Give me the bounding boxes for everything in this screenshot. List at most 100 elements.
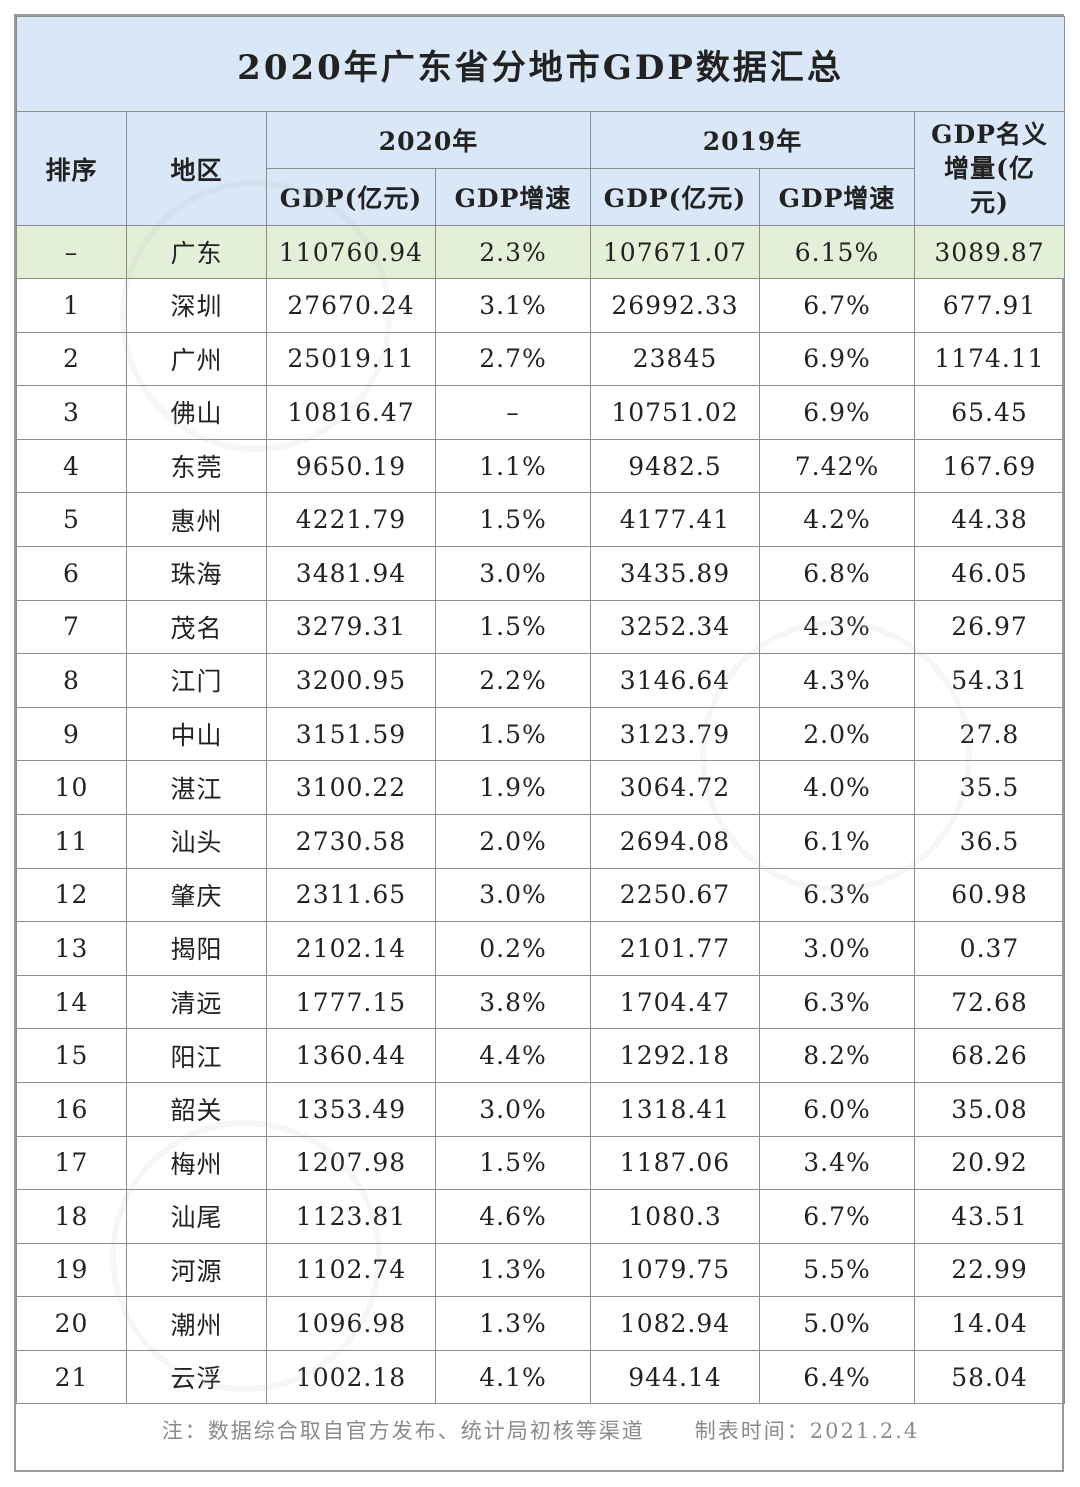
header-growth-2019: GDP增速 [759, 168, 915, 226]
header-region: 地区 [126, 111, 267, 226]
cell-gdp-2019: 1082.94 [590, 1296, 760, 1351]
cell-gdp-2019: 944.14 [590, 1349, 760, 1405]
cell-gdp-2020: 1207.98 [266, 1135, 436, 1191]
cell-rank: 11 [16, 813, 127, 869]
cell-increase: 65.45 [913, 385, 1066, 440]
cell-gdp-2020: 3279.31 [266, 599, 436, 655]
cell-growth-2020: 3.8% [435, 974, 591, 1030]
cell-gdp-2019: 10751.02 [590, 385, 760, 440]
table-row: 7 茂名 3279.31 1.5% 3252.34 4.3% 26.97 [16, 599, 1066, 655]
cell-gdp-2019: 2694.08 [590, 813, 760, 869]
cell-growth-2019: 2.0% [759, 706, 915, 762]
footnote: 注：数据综合取自官方发布、统计局初核等渠道 制表时间：2021.2.4 [17, 1404, 1065, 1457]
cell-rank: 4 [16, 438, 127, 494]
cell-increase: 46.05 [913, 545, 1066, 601]
table-row: 10 湛江 3100.22 1.9% 3064.72 4.0% 35.5 [16, 760, 1066, 815]
cell-growth-2020: 1.1% [435, 438, 591, 494]
header-gdp-2019: GDP(亿元) [590, 168, 760, 226]
cell-gdp-2020: 4221.79 [266, 492, 436, 547]
cell-gdp-2020: 1777.15 [266, 974, 436, 1030]
document-frame: 2020年广东省分地市GDP数据汇总 排序 地区 2020年 2019年 GDP… [14, 14, 1066, 1472]
cell-gdp-2020: 3481.94 [266, 545, 436, 601]
cell-region: 潮州 [126, 1296, 267, 1351]
cell-rank: 1 [16, 278, 127, 333]
cell-increase: 72.68 [913, 974, 1066, 1030]
cell-gdp-2020: 1002.18 [266, 1349, 436, 1405]
cell-increase: 0.37 [913, 921, 1066, 976]
cell-increase: 35.08 [913, 1081, 1066, 1137]
cell-rank: 9 [16, 706, 127, 762]
cell-region: 湛江 [126, 760, 267, 815]
cell-gdp-2020: 10816.47 [266, 385, 436, 440]
cell-growth-2019: 5.5% [759, 1242, 915, 1298]
table-row: 14 清远 1777.15 3.8% 1704.47 6.3% 72.68 [16, 974, 1066, 1030]
cell-increase: 3089.87 [913, 225, 1066, 279]
cell-growth-2020: 1.3% [435, 1296, 591, 1351]
cell-rank: 12 [16, 867, 127, 923]
cell-increase: 58.04 [913, 1349, 1066, 1405]
footnote-source: 注：数据综合取自官方发布、统计局初核等渠道 [161, 1419, 645, 1444]
cell-increase: 677.91 [913, 278, 1066, 333]
cell-growth-2020: 3.0% [435, 1081, 591, 1137]
cell-gdp-2020: 2102.14 [266, 921, 436, 976]
table-row: 21 云浮 1002.18 4.1% 944.14 6.4% 58.04 [16, 1349, 1066, 1405]
cell-rank: 15 [16, 1028, 127, 1083]
cell-growth-2019: 4.2% [759, 492, 915, 547]
cell-gdp-2020: 110760.94 [266, 225, 436, 279]
cell-increase: 26.97 [913, 599, 1066, 655]
header-increase: GDP名义增量(亿元) [913, 111, 1066, 226]
cell-region: 茂名 [126, 599, 267, 655]
cell-increase: 14.04 [913, 1296, 1066, 1351]
cell-gdp-2019: 26992.33 [590, 278, 760, 333]
cell-gdp-2019: 2250.67 [590, 867, 760, 923]
cell-growth-2019: 6.3% [759, 867, 915, 923]
cell-rank: 21 [16, 1349, 127, 1405]
gdp-table: 2020年广东省分地市GDP数据汇总 排序 地区 2020年 2019年 GDP… [15, 16, 1066, 1457]
cell-growth-2020: 4.1% [435, 1349, 591, 1405]
table-row: 18 汕尾 1123.81 4.6% 1080.3 6.7% 43.51 [16, 1189, 1066, 1244]
cell-gdp-2020: 1360.44 [266, 1028, 436, 1083]
cell-gdp-2019: 3252.34 [590, 599, 760, 655]
cell-growth-2020: 1.5% [435, 706, 591, 762]
cell-increase: 35.5 [913, 760, 1066, 815]
cell-gdp-2019: 1080.3 [590, 1189, 760, 1244]
cell-gdp-2019: 1318.41 [590, 1081, 760, 1137]
cell-increase: 167.69 [913, 438, 1066, 494]
cell-region: 广州 [126, 331, 267, 387]
cell-gdp-2019: 23845 [590, 331, 760, 387]
cell-region: 广东 [126, 225, 267, 279]
table-row: 2 广州 25019.11 2.7% 23845 6.9% 1174.11 [16, 331, 1066, 387]
cell-region: 珠海 [126, 545, 267, 601]
footnote-date: 制表时间：2021.2.4 [694, 1419, 920, 1444]
cell-growth-2019: 6.9% [759, 331, 915, 387]
cell-region: 河源 [126, 1242, 267, 1298]
cell-rank: 19 [16, 1242, 127, 1298]
cell-rank: 14 [16, 974, 127, 1030]
cell-growth-2019: 3.0% [759, 921, 915, 976]
cell-gdp-2020: 3151.59 [266, 706, 436, 762]
cell-region: 梅州 [126, 1135, 267, 1191]
cell-growth-2020: 4.4% [435, 1028, 591, 1083]
cell-growth-2020: – [435, 385, 591, 440]
table-row: 1 深圳 27670.24 3.1% 26992.33 6.7% 677.91 [16, 278, 1066, 333]
header-growth-2020: GDP增速 [435, 168, 591, 226]
cell-gdp-2019: 107671.07 [590, 225, 760, 279]
cell-growth-2019: 5.0% [759, 1296, 915, 1351]
cell-increase: 36.5 [913, 813, 1066, 869]
cell-growth-2019: 6.15% [759, 225, 915, 279]
cell-increase: 20.92 [913, 1135, 1066, 1191]
cell-growth-2020: 2.2% [435, 653, 591, 708]
cell-gdp-2019: 3146.64 [590, 653, 760, 708]
cell-growth-2019: 6.0% [759, 1081, 915, 1137]
cell-region: 揭阳 [126, 921, 267, 976]
cell-gdp-2019: 1187.06 [590, 1135, 760, 1191]
cell-growth-2019: 6.9% [759, 385, 915, 440]
cell-growth-2019: 4.3% [759, 653, 915, 708]
cell-gdp-2019: 3123.79 [590, 706, 760, 762]
table-row: 13 揭阳 2102.14 0.2% 2101.77 3.0% 0.37 [16, 921, 1066, 976]
cell-growth-2020: 2.0% [435, 813, 591, 869]
cell-growth-2019: 7.42% [759, 438, 915, 494]
cell-gdp-2020: 9650.19 [266, 438, 436, 494]
cell-growth-2020: 4.6% [435, 1189, 591, 1244]
header-rank: 排序 [16, 111, 127, 226]
